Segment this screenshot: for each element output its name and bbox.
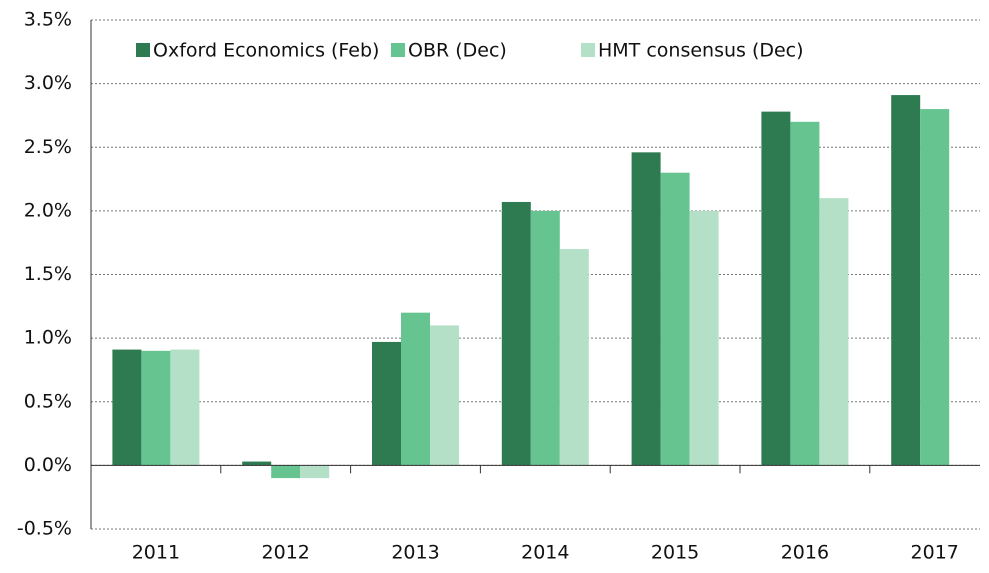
legend-swatch	[581, 43, 595, 57]
bar	[300, 465, 330, 479]
bar	[430, 325, 459, 466]
y-tick-label: -0.5%	[17, 518, 72, 540]
bar	[819, 198, 849, 466]
legend-swatch	[391, 43, 405, 57]
bar	[631, 152, 661, 466]
legend-label: OBR (Dec)	[408, 40, 507, 62]
bar	[141, 350, 171, 466]
y-tick-label: 3.5%	[24, 9, 72, 31]
bar	[689, 210, 719, 466]
y-tick-label: 2.0%	[24, 199, 72, 221]
x-tick-label: 2011	[132, 542, 180, 564]
legend-label: HMT consensus (Dec)	[598, 40, 804, 62]
x-tick-label: 2012	[262, 542, 310, 564]
bar	[271, 465, 301, 479]
bar	[372, 341, 401, 466]
x-tick-label: 2016	[781, 542, 829, 564]
y-tick-label: 1.5%	[24, 263, 72, 285]
x-tick-label: 2014	[521, 542, 569, 564]
bar	[920, 109, 950, 466]
legend-label: Oxford Economics (Feb)	[153, 40, 379, 62]
bar	[530, 210, 560, 466]
x-tick-label: 2017	[911, 542, 959, 564]
bar	[170, 349, 200, 466]
bar	[501, 201, 531, 466]
x-tick-label: 2015	[651, 542, 699, 564]
bar	[891, 95, 921, 466]
bar	[790, 121, 820, 466]
y-tick-label: 1.0%	[24, 327, 72, 349]
legend-swatch	[136, 43, 150, 57]
bar	[559, 249, 589, 466]
y-tick-label: 0.5%	[24, 390, 72, 412]
bar	[660, 172, 690, 466]
bar	[242, 461, 272, 466]
bar	[112, 349, 142, 466]
y-tick-label: 2.5%	[24, 136, 72, 158]
bar	[761, 111, 791, 466]
y-tick-label: 3.0%	[24, 72, 72, 94]
bar	[401, 312, 430, 466]
y-tick-label: 0.0%	[24, 454, 72, 476]
x-tick-label: 2013	[391, 542, 439, 564]
